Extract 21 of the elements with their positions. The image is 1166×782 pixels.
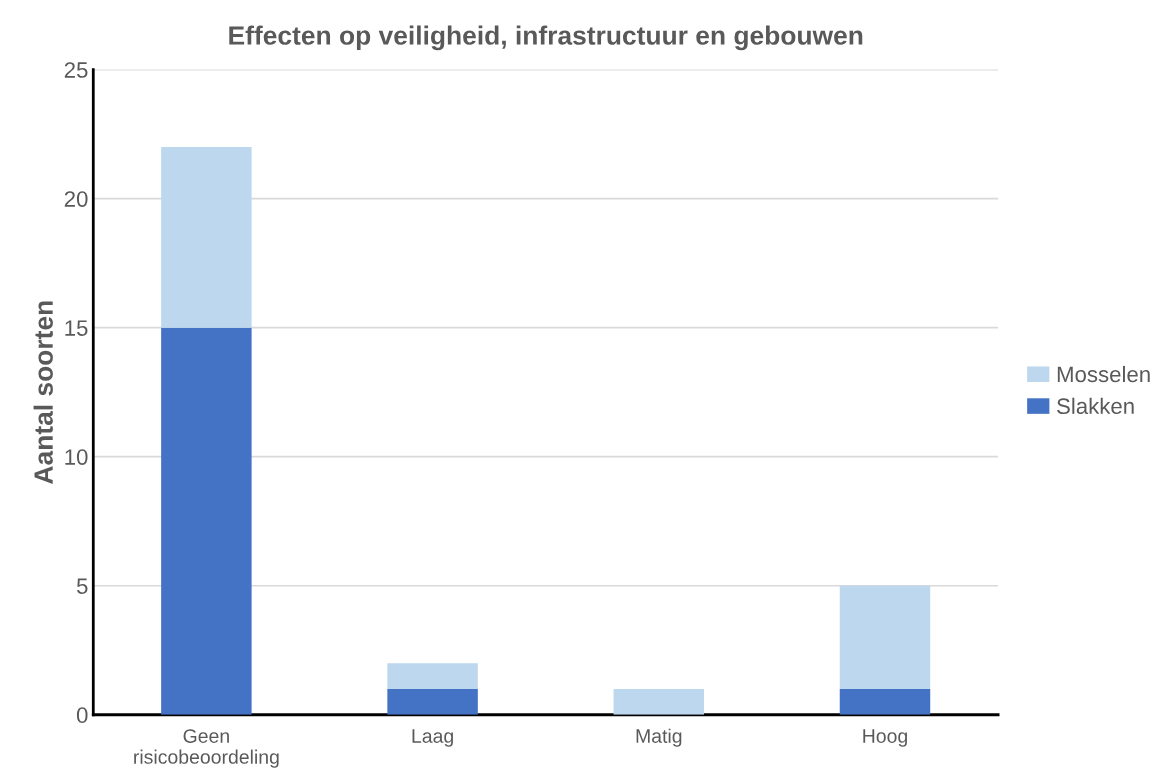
x-tick-label: Hoog xyxy=(863,729,907,747)
bar xyxy=(387,688,478,715)
y-tick-label: 20 xyxy=(64,191,88,207)
y-tick-label: 15 xyxy=(65,320,88,336)
x-tick-label: Matig xyxy=(636,728,682,747)
bar xyxy=(387,663,478,689)
legend-label: Slakken xyxy=(1057,397,1134,415)
y-axis-title: Aantal soorten xyxy=(33,301,53,484)
bar xyxy=(161,147,252,328)
y-tick-label: 0 xyxy=(76,707,88,724)
bar xyxy=(613,688,705,715)
x-tick-label: Laag xyxy=(412,729,453,747)
bar xyxy=(839,688,931,715)
y-tick-label: 10 xyxy=(65,449,88,465)
y-tick-label: 25 xyxy=(64,62,88,78)
chart-title: Effecten op veiligheid, infrastructuur en gebouwen xyxy=(229,25,863,51)
bar xyxy=(839,585,931,689)
x-tick-label: Geen risicobeoordeling xyxy=(134,729,279,768)
bar xyxy=(161,327,252,715)
y-tick-label: 5 xyxy=(76,578,88,594)
legend-label: Mosselen xyxy=(1057,365,1150,383)
